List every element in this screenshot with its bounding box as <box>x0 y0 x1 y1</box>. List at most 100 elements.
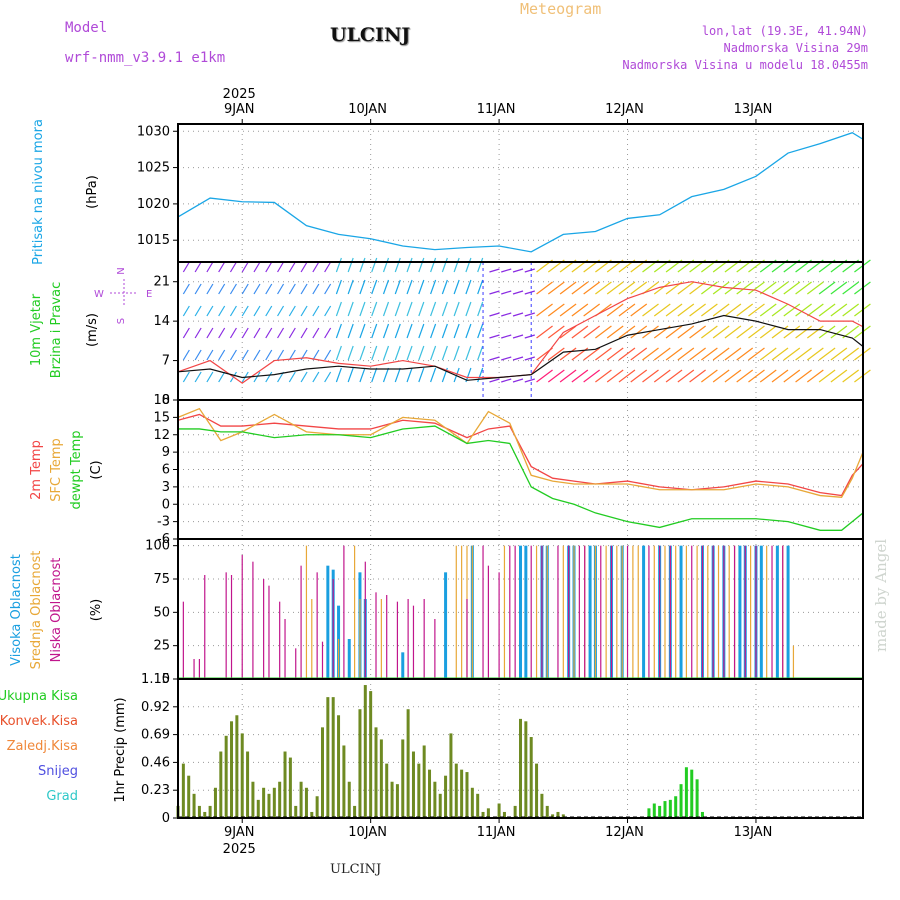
wind-barb <box>748 281 765 295</box>
y-tick-label: 25 <box>153 639 170 654</box>
wind-barb <box>418 257 425 273</box>
cloud-bar <box>524 545 528 679</box>
cloud-bar <box>519 545 522 679</box>
wind-barb <box>689 369 706 383</box>
wind-barb <box>783 303 801 317</box>
wind-barb <box>724 303 742 317</box>
wind-barb <box>229 261 237 273</box>
model-label: Model <box>65 20 108 36</box>
cloud-bar <box>712 545 714 679</box>
cloud-side-label: Visoka Oblacnost <box>9 554 24 666</box>
wind-barb <box>806 369 824 383</box>
wind-barb <box>748 347 765 361</box>
wind-barb <box>382 279 390 295</box>
wind-barb <box>430 345 437 361</box>
cloud-bar <box>541 545 543 679</box>
y-tick-label: 100 <box>145 539 170 554</box>
cloud-bar <box>380 599 382 679</box>
wind-barb <box>795 369 812 383</box>
cloud-bar <box>610 545 613 679</box>
wind-barb <box>359 367 366 383</box>
wind-barb <box>371 257 378 273</box>
precip-bar <box>695 779 699 818</box>
wind-barb <box>830 325 848 339</box>
wind-barb <box>253 349 261 361</box>
cloud-bar <box>407 599 409 679</box>
wind-barb <box>335 345 342 361</box>
wind-barb <box>265 305 273 317</box>
wind-barb <box>501 334 512 339</box>
y-tick-label: 12 <box>153 428 170 443</box>
wind-barb <box>818 281 836 295</box>
cloud-bar <box>578 545 580 679</box>
wind-barb <box>359 323 366 339</box>
wind-barb <box>312 283 320 295</box>
wind-barb <box>748 369 765 383</box>
precip-bar <box>663 801 667 818</box>
wind-barb <box>182 327 190 339</box>
y-tick-label: 1.15 <box>141 672 170 687</box>
wind-barb <box>335 323 342 339</box>
wind-barb <box>382 323 390 339</box>
precip-bar <box>556 811 560 818</box>
wind-barb <box>441 301 448 317</box>
bottom-day-label: 13JAN <box>734 825 773 840</box>
wind-barb <box>595 347 612 361</box>
cloud-bar <box>482 545 484 679</box>
wind-barb <box>382 367 390 383</box>
wind-barb <box>712 325 730 339</box>
wind-barb <box>229 349 237 361</box>
precip-bar <box>684 767 688 818</box>
wind-barb <box>206 305 214 317</box>
precip-unit-label: 1hr Precip (mm) <box>113 697 128 802</box>
cloud-bar <box>279 601 281 679</box>
wind-barb <box>430 323 437 339</box>
wind-barb <box>759 369 777 383</box>
top-day-label: 9JAN <box>224 102 255 117</box>
wind-barb <box>418 323 425 339</box>
wind-barb <box>489 312 500 317</box>
wind-barb <box>394 279 401 295</box>
wind-barb <box>194 283 202 295</box>
wind-barb <box>618 369 636 383</box>
wind-barb <box>277 349 285 361</box>
wind-barb <box>418 301 425 317</box>
wind-barb <box>653 369 671 383</box>
precip-bar <box>535 763 539 818</box>
wind-barb <box>406 345 413 361</box>
wind-barb <box>312 305 320 317</box>
precip-bar <box>288 757 292 818</box>
wind-barb <box>795 347 812 361</box>
wind-barb <box>430 367 437 383</box>
wind-barb <box>335 301 342 317</box>
wind-barb <box>536 281 553 295</box>
wind-barb <box>441 257 448 273</box>
cloud-bar <box>775 545 779 679</box>
wind-barb <box>677 369 695 383</box>
bottom-day-label: 10JAN <box>348 825 387 840</box>
cloud-bar <box>514 545 516 679</box>
cloud-bar <box>679 545 683 679</box>
precip-bar <box>529 737 533 818</box>
cloud-bar <box>728 545 730 679</box>
wind-barb <box>265 371 273 383</box>
wind-barb <box>512 356 524 361</box>
wind-barb <box>182 371 190 383</box>
wind-barb <box>665 369 683 383</box>
wind-barb <box>630 369 648 383</box>
cloud-bar <box>669 545 671 679</box>
wind-barb <box>818 303 836 317</box>
precip-bar <box>267 793 271 818</box>
cloud-bar <box>498 572 500 679</box>
wind-barb <box>288 261 296 273</box>
wind-barb <box>347 257 354 273</box>
elevation-label: Nadmorska Visina 29m <box>723 41 869 55</box>
compass-n: N <box>116 267 127 274</box>
wind-barb <box>453 279 460 295</box>
wind-barb <box>430 301 437 317</box>
precip-bar <box>187 775 191 818</box>
wind-barb <box>347 301 354 317</box>
wind-barb <box>771 281 789 295</box>
wind-barb <box>689 347 706 361</box>
cloud-bar <box>230 575 233 679</box>
